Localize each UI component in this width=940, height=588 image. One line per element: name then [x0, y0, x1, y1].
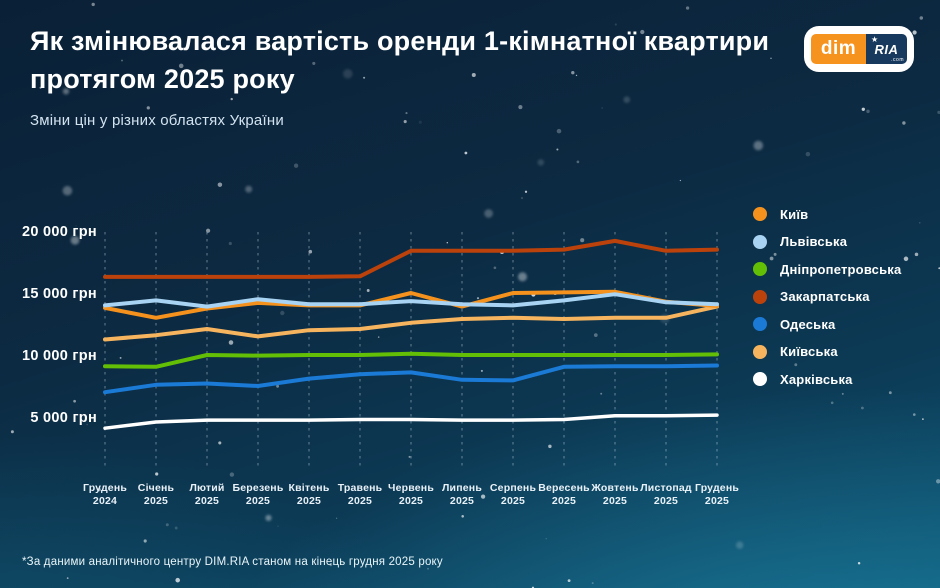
- y-axis-label: 5 000 грн: [30, 410, 97, 426]
- x-axis: Грудень 2024 Січень 2025 Лютий 2025 Березень 20…: [83, 482, 739, 507]
- x-axis-label: Жовтень 2025: [590, 482, 639, 507]
- x-axis-label: Березень 2025: [233, 482, 284, 507]
- x-axis-label: Червень 2025: [388, 482, 434, 507]
- x-axis-label: Вересень 2025: [538, 482, 590, 507]
- legend-dot: [753, 262, 767, 277]
- x-axis-label: Січень 2025: [138, 482, 175, 507]
- legend-label: Київська: [780, 344, 838, 360]
- header: Як змінювалася вартість оренди 1-кімнатн…: [30, 22, 780, 129]
- chart-legend: Київ Львівська Дніпропетровська Закарпатськ…: [753, 207, 901, 400]
- legend-item-Львівська: Львівська: [753, 234, 901, 250]
- x-axis-label: Липень 2025: [442, 482, 482, 507]
- legend-item-Одеська: Одеська: [753, 317, 901, 332]
- logo-ria-box: ★ RIA .com: [866, 34, 907, 64]
- legend-label: Київ: [780, 206, 809, 222]
- legend-item-Закарпатська: Закарпатська: [753, 289, 901, 305]
- logo-boxes: dim ★ RIA .com: [811, 34, 907, 64]
- series-line-Закарпатська: [103, 238, 719, 279]
- dim-ria-logo: dim ★ RIA .com: [804, 26, 914, 72]
- legend-item-Київ: Київ: [753, 207, 901, 222]
- gridlines: [104, 232, 718, 470]
- x-axis-label: Листопад 2025: [640, 482, 692, 507]
- logo-dim-text: dim: [820, 38, 857, 59]
- y-axis: 20 000 грн 15 000 грн 10 000 грн 5 000 грн: [22, 224, 97, 426]
- series-line-Львівська: [103, 292, 719, 309]
- legend-dot: [753, 317, 767, 332]
- legend-dot: [753, 372, 767, 387]
- x-axis-label: Серпень 2025: [490, 482, 537, 507]
- legend-label: Дніпропетровська: [780, 261, 902, 277]
- series-line-Харківська: [103, 413, 719, 430]
- footnote: *За даними аналітичного центру DIM.RIA с…: [22, 556, 443, 568]
- legend-dot: [753, 344, 767, 359]
- legend-dot: [753, 289, 767, 304]
- series-line-Київська: [103, 304, 719, 342]
- logo-ria-text: RIA: [874, 41, 899, 57]
- logo-com-text: .com: [891, 57, 904, 63]
- legend-dot: [753, 207, 767, 222]
- y-axis-label: 20 000 грн: [22, 224, 97, 240]
- legend-label: Харківська: [780, 371, 853, 387]
- page-title: Як змінювалася вартість оренди 1-кімнатн…: [30, 26, 770, 95]
- legend-label: Закарпатська: [780, 289, 870, 305]
- snow-dots: [10, 2, 940, 588]
- legend-dot: [753, 234, 767, 249]
- legend-label: Львівська: [780, 234, 848, 250]
- x-axis-label: Лютий 2025: [189, 482, 224, 507]
- y-axis-label: 10 000 грн: [22, 348, 97, 364]
- logo-dim-box: dim: [811, 34, 866, 64]
- legend-item-Харківська: Харківська: [753, 372, 901, 387]
- x-axis-label: Квітень 2025: [289, 482, 330, 507]
- legend-item-Київська: Київська: [753, 344, 901, 360]
- star-icon: ★: [871, 35, 879, 44]
- x-axis-label: Травень 2025: [338, 482, 383, 507]
- series-lines: [103, 238, 719, 430]
- series-line-Дніпропетровська: [103, 351, 719, 369]
- y-axis-label: 15 000 грн: [22, 286, 97, 302]
- legend-label: Одеська: [780, 316, 836, 332]
- series-line-Одеська: [103, 363, 719, 395]
- legend-item-Дніпропетровська: Дніпропетровська: [753, 262, 901, 277]
- x-axis-label: Грудень 2025: [695, 482, 739, 507]
- page-subtitle: Зміни цін у різних областях України: [30, 111, 284, 129]
- x-axis-label: Грудень 2024: [83, 482, 127, 507]
